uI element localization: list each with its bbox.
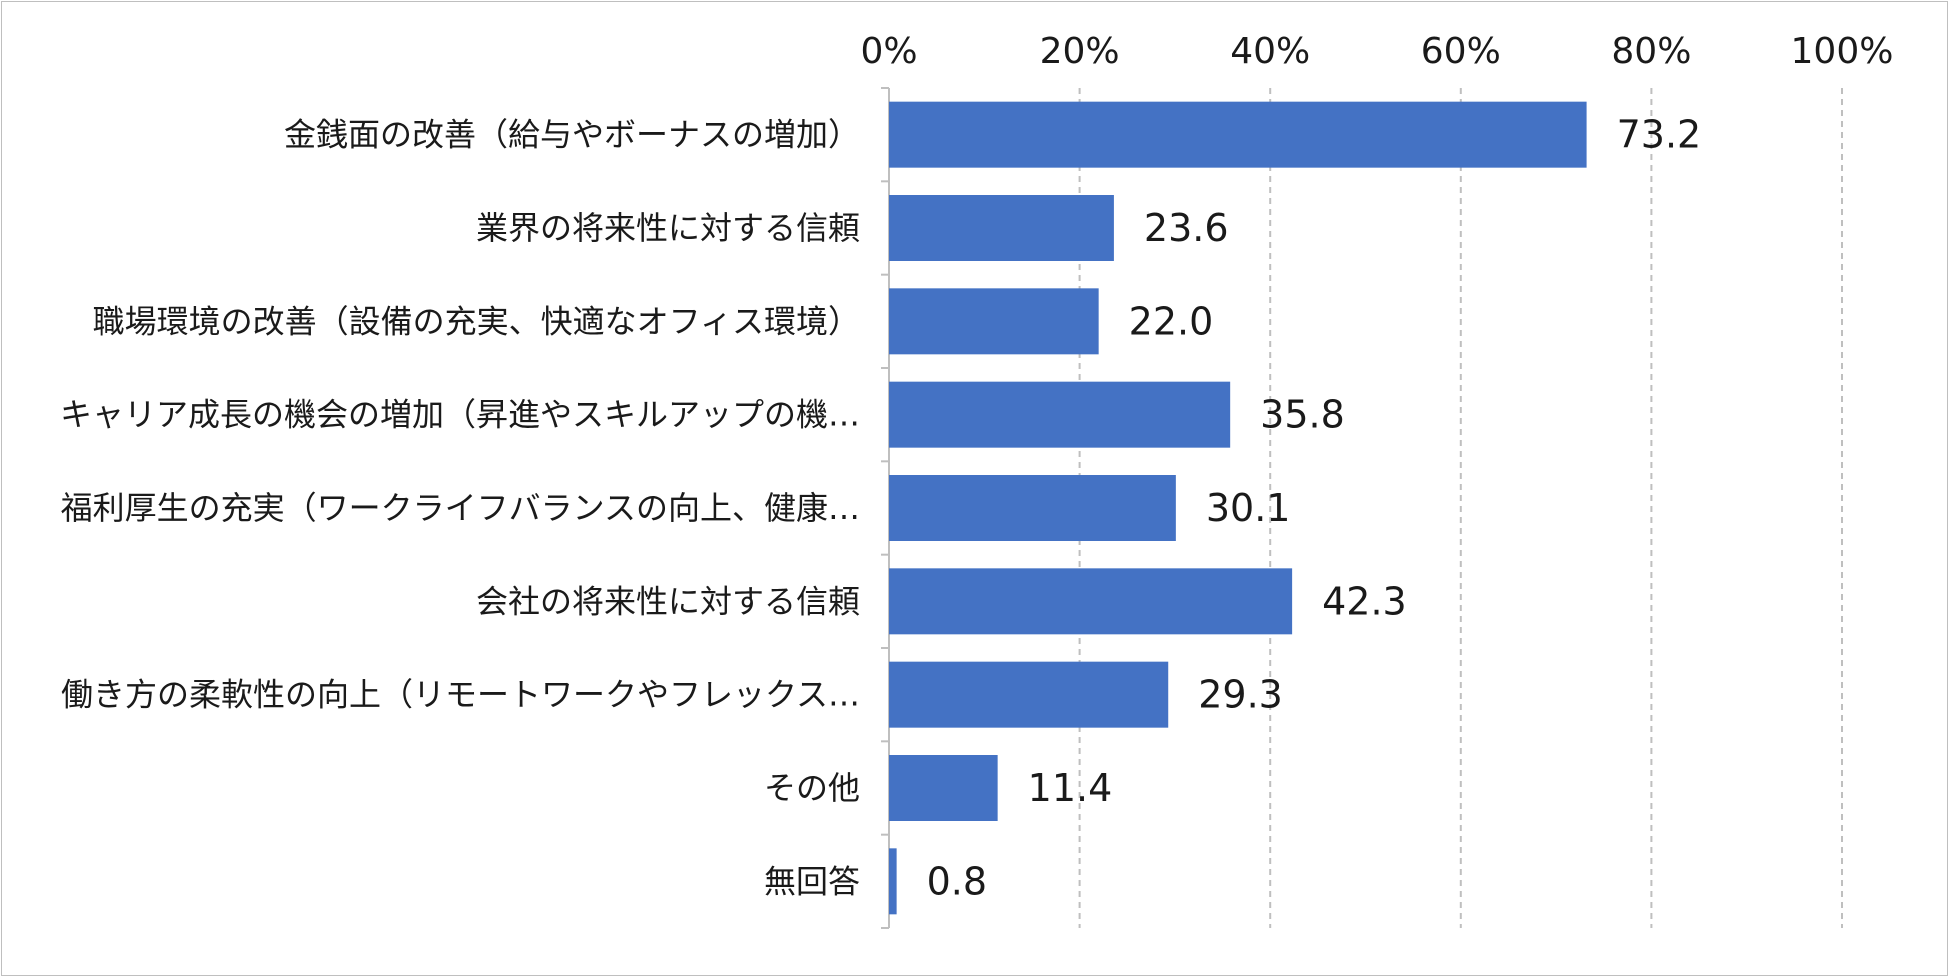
- data-label: 42.3: [1322, 579, 1407, 623]
- category-label: キャリア成長の機会の増加（昇進やスキルアップの機…: [60, 396, 860, 434]
- bar: [889, 101, 1587, 168]
- category-label: その他: [764, 769, 860, 807]
- category-label: 業界の将来性に対する信頼: [476, 209, 860, 247]
- bar: [889, 848, 897, 915]
- x-tick-label: 40%: [1230, 31, 1310, 72]
- bar: [889, 195, 1114, 261]
- x-tick-label: 20%: [1040, 31, 1120, 72]
- bar: [889, 755, 998, 821]
- data-label: 35.8: [1260, 393, 1345, 437]
- value-axis-ticks: 0% 20% 40% 60% 80% 100%: [860, 31, 1893, 72]
- x-tick-label: 80%: [1611, 31, 1691, 72]
- bars: [889, 101, 1587, 915]
- category-label: 働き方の柔軟性の向上（リモートワークやフレックス…: [61, 676, 860, 714]
- category-label: 職場環境の改善（設備の充実、快適なオフィス環境）: [93, 302, 860, 340]
- category-label: 会社の将来性に対する信頼: [476, 582, 860, 620]
- data-label: 0.8: [927, 859, 987, 903]
- category-label: 無回答: [764, 862, 860, 900]
- bar: [889, 661, 1169, 728]
- bar: [889, 568, 1293, 635]
- data-label: 73.2: [1617, 113, 1702, 157]
- category-labels: 金銭面の改善（給与やボーナスの増加） 業界の将来性に対する信頼職場環境の改善（設備…: [60, 116, 860, 901]
- data-label: 11.4: [1028, 766, 1113, 810]
- data-label: 23.6: [1144, 206, 1229, 250]
- category-label: 金銭面の改善（給与やボーナスの増加）: [284, 116, 860, 154]
- category-label: 福利厚生の充実（ワークライフバランスの向上、健康…: [61, 489, 860, 527]
- x-tick-label: 0%: [860, 31, 917, 72]
- bar: [889, 288, 1099, 355]
- data-label: 29.3: [1198, 673, 1283, 717]
- x-tick-label: 100%: [1791, 31, 1894, 72]
- category-axis: [881, 87, 890, 929]
- data-labels: 73.2 23.6 22.0 35.8 30.1 42.3 29.3 11.4 0.8: [927, 113, 1702, 904]
- data-label: 30.1: [1206, 486, 1291, 530]
- bar: [889, 475, 1176, 541]
- x-tick-label: 60%: [1421, 31, 1501, 72]
- data-label: 22.0: [1129, 299, 1214, 343]
- bar: [889, 381, 1231, 448]
